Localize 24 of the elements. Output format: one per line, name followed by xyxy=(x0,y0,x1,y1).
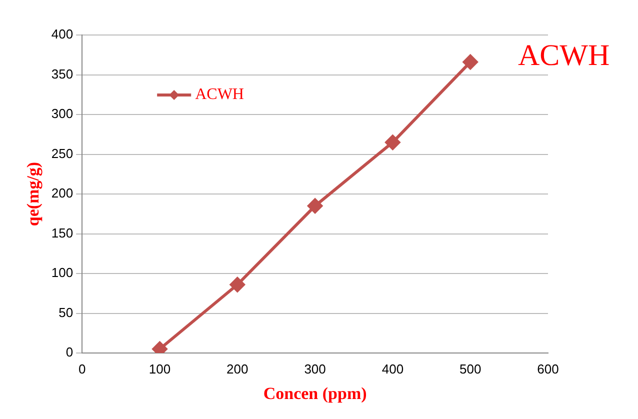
y-tick-label: 150 xyxy=(51,225,74,240)
point xyxy=(308,198,323,214)
y-tick-label: 100 xyxy=(51,265,74,280)
y-axis-title: qe(mg/g) xyxy=(24,162,43,226)
y-tick-label: 400 xyxy=(51,26,74,42)
x-tick-label: 600 xyxy=(537,361,559,376)
x-tick-label: 100 xyxy=(148,361,171,376)
x-tick-label: 300 xyxy=(304,361,326,376)
x-axis-title: Concen (ppm) xyxy=(263,384,367,404)
x-tick-label: 200 xyxy=(226,361,248,376)
point xyxy=(230,277,245,292)
y-tick-label: 350 xyxy=(51,66,74,82)
y-tick-label: 0 xyxy=(66,344,74,360)
point xyxy=(385,134,400,150)
y-tick-label: 50 xyxy=(58,304,74,320)
x-tick-label: 400 xyxy=(382,361,404,376)
x-tick-label: 500 xyxy=(459,361,482,376)
x-tick-label: 0 xyxy=(78,361,86,376)
legend-label: ACWH xyxy=(195,86,244,104)
y-tick-label: 200 xyxy=(51,186,74,201)
chart-title: ACWH xyxy=(518,38,610,72)
y-tick-label: 250 xyxy=(51,146,74,161)
point xyxy=(462,54,478,70)
y-tick-label: 300 xyxy=(51,106,74,122)
